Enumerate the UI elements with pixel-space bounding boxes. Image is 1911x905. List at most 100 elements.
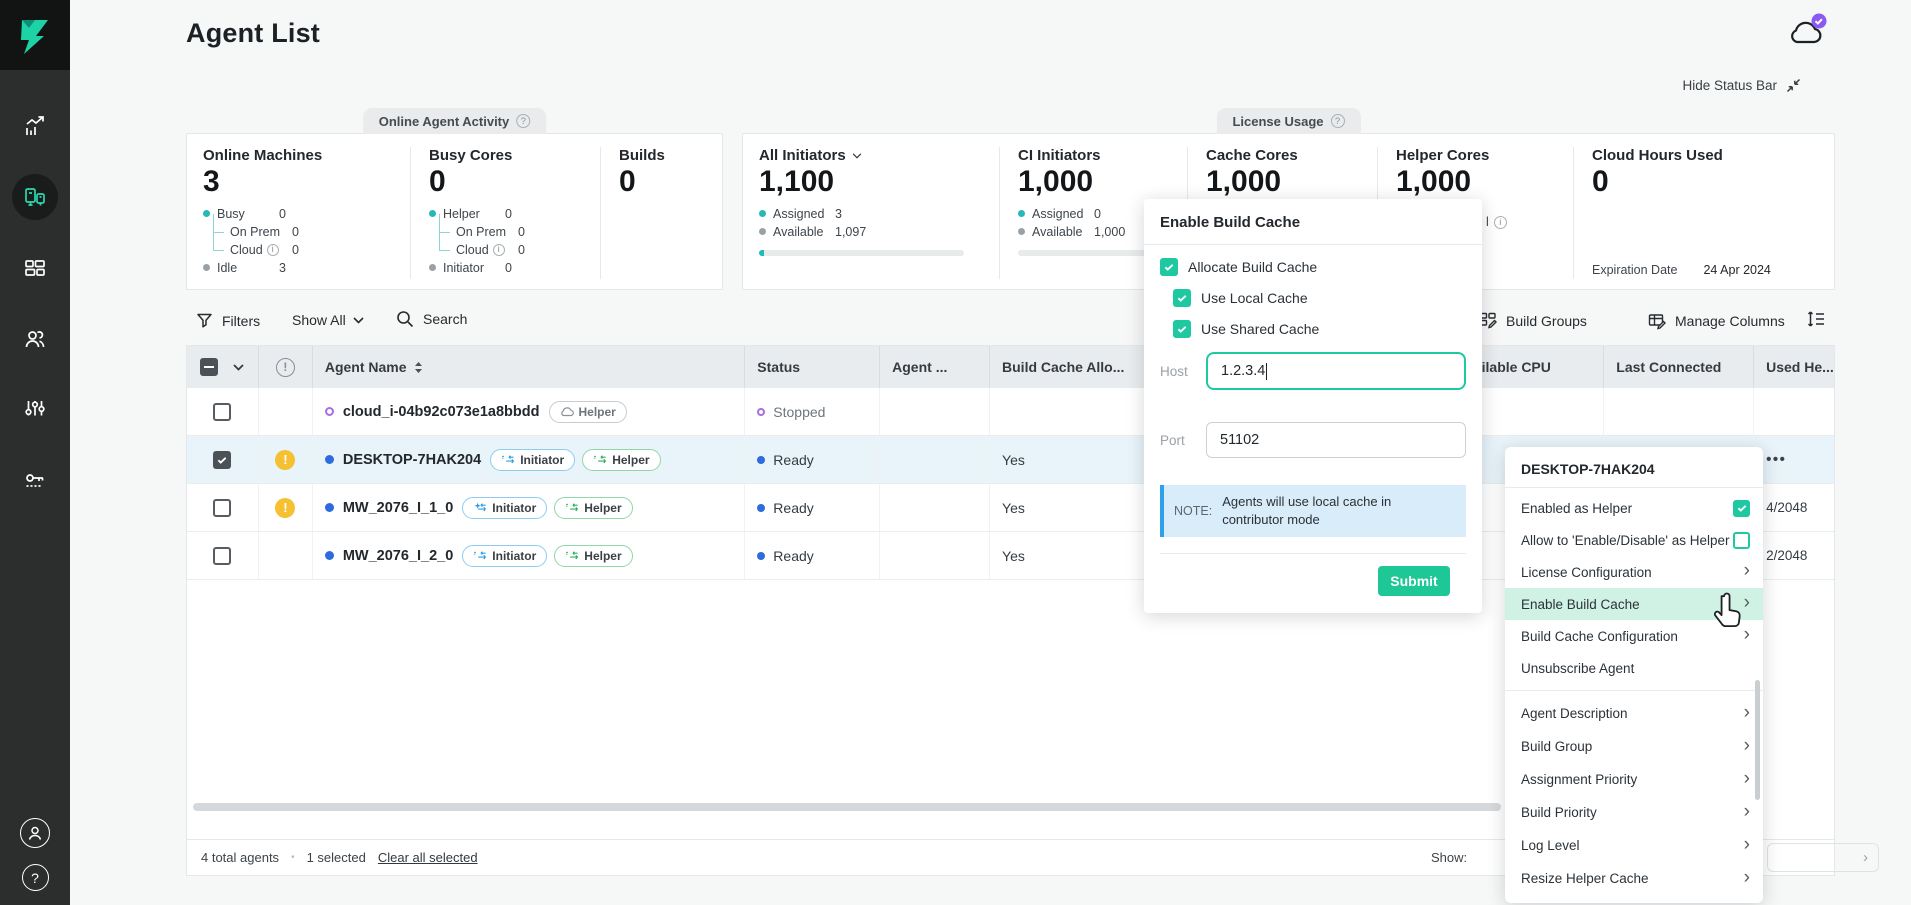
manage-columns-icon bbox=[1648, 312, 1666, 330]
menu-checkbox-checked[interactable] bbox=[1733, 500, 1750, 517]
agent-name-cell: DESKTOP-7HAK204InitiatorHelper bbox=[313, 436, 745, 483]
check-icon bbox=[1176, 292, 1188, 304]
manage-columns-button[interactable]: Manage Columns bbox=[1648, 312, 1785, 330]
legend-label: Assigned bbox=[1032, 207, 1094, 221]
metric-label-text: All Initiators bbox=[759, 147, 846, 164]
legend-dot-gray bbox=[203, 264, 210, 271]
chevron-down-icon bbox=[353, 317, 364, 324]
checkbox-use-local-cache[interactable] bbox=[1173, 289, 1191, 307]
menu-item-log-level[interactable]: Log Level› bbox=[1505, 829, 1763, 862]
note-text: Agents will use local cache in contribut… bbox=[1222, 493, 1434, 529]
metric-value: 0 bbox=[619, 165, 722, 200]
legend-row: On Prem0 bbox=[439, 223, 600, 241]
analytics-icon[interactable] bbox=[23, 114, 47, 138]
helper-cores-legend-fragment: l i bbox=[1486, 215, 1507, 229]
column-header-1: ! bbox=[259, 346, 313, 388]
row-actions-button[interactable]: ••• bbox=[1766, 451, 1786, 468]
clear-all-selected-link[interactable]: Clear all selected bbox=[378, 850, 478, 865]
host-input[interactable]: 1.2.3.4 bbox=[1206, 352, 1466, 390]
license-help-icon[interactable]: ? bbox=[1331, 114, 1345, 128]
row-checkbox[interactable] bbox=[213, 451, 231, 469]
row-checkbox[interactable] bbox=[213, 403, 231, 421]
builds-icon[interactable] bbox=[23, 256, 47, 280]
menu-item-resize-helper-cache[interactable]: Resize Helper Cache› bbox=[1505, 862, 1763, 895]
settings-sliders-icon[interactable] bbox=[23, 398, 47, 422]
metric-label: Busy Cores bbox=[429, 147, 600, 164]
checkbox-allocate-build-cache[interactable] bbox=[1160, 258, 1178, 276]
agent-type-cell bbox=[880, 484, 990, 531]
info-icon[interactable]: i bbox=[1494, 216, 1507, 229]
legend-row: Initiator0 bbox=[429, 259, 600, 277]
row-checkbox[interactable] bbox=[213, 499, 231, 517]
legend-label: Available bbox=[1032, 225, 1094, 239]
cloud-sync-icon[interactable] bbox=[1786, 13, 1828, 51]
avatar-icon[interactable] bbox=[20, 818, 50, 848]
row-checkbox[interactable] bbox=[213, 547, 231, 565]
users-icon[interactable] bbox=[23, 327, 47, 351]
chevron-right-icon: › bbox=[1744, 561, 1750, 580]
activity-help-icon[interactable]: ? bbox=[516, 114, 530, 128]
build-groups-button[interactable]: Build Groups bbox=[1479, 312, 1587, 330]
menu-item-build-priority[interactable]: Build Priority› bbox=[1505, 796, 1763, 829]
menu-item-label: Assignment Priority bbox=[1521, 772, 1637, 787]
agent-type-cell bbox=[880, 388, 990, 435]
horizontal-scrollbar[interactable] bbox=[193, 803, 1501, 811]
pagination-control[interactable]: › bbox=[1767, 843, 1879, 872]
select-all-checkbox[interactable] bbox=[200, 358, 218, 376]
agents-icon[interactable] bbox=[23, 185, 47, 209]
row-alert-cell: ! bbox=[259, 484, 313, 531]
badge-initiator: Initiator bbox=[462, 545, 547, 567]
menu-item-enabled-as-helper[interactable]: Enabled as Helper bbox=[1505, 492, 1763, 524]
hide-status-bar-label: Hide Status Bar bbox=[1682, 78, 1777, 93]
incredibuild-logo[interactable] bbox=[0, 0, 70, 70]
agent-state-dot-ready bbox=[325, 503, 334, 512]
license-key-icon[interactable] bbox=[23, 469, 47, 493]
row-checkbox-cell bbox=[187, 532, 259, 579]
show-label: Show: bbox=[1431, 850, 1467, 865]
filters-button[interactable]: Filters bbox=[196, 312, 260, 329]
search-button[interactable]: Search bbox=[396, 310, 467, 328]
last-connected-fragment: 2/2048 bbox=[1766, 548, 1807, 563]
metric-legend: Assigned3Available1,097 bbox=[759, 205, 999, 241]
column-header-agent-name[interactable]: Agent Name bbox=[313, 346, 745, 388]
warning-icon[interactable]: ! bbox=[275, 498, 295, 518]
legend-label: Available bbox=[773, 225, 835, 239]
menu-item-license-configuration[interactable]: License Configuration› bbox=[1505, 556, 1763, 588]
menu-checkbox-unchecked[interactable] bbox=[1733, 532, 1750, 549]
chevron-down-icon[interactable] bbox=[852, 153, 862, 159]
menu-item-agent-description[interactable]: Agent Description› bbox=[1505, 697, 1763, 730]
status-text: Ready bbox=[773, 548, 813, 564]
menu-item-allow-to-enable-disable-as-helper[interactable]: Allow to 'Enable/Disable' as Helper bbox=[1505, 524, 1763, 556]
checkbox-use-shared-cache[interactable] bbox=[1173, 320, 1191, 338]
row-height-button[interactable] bbox=[1806, 309, 1826, 329]
status-dot-ready bbox=[757, 456, 765, 464]
menu-item-assignment-priority[interactable]: Assignment Priority› bbox=[1505, 763, 1763, 796]
hide-status-bar-button[interactable]: Hide Status Bar bbox=[1630, 77, 1802, 94]
warning-icon[interactable]: ! bbox=[275, 450, 295, 470]
chevron-right-icon: › bbox=[1744, 835, 1750, 854]
info-icon[interactable]: i bbox=[267, 244, 279, 256]
port-input[interactable]: 51102 bbox=[1206, 422, 1466, 458]
menu-scrollbar[interactable] bbox=[1755, 680, 1760, 800]
swap-arrows-icon bbox=[473, 549, 487, 562]
port-field-row: Port 51102 bbox=[1160, 422, 1466, 458]
menu-item-unsubscribe-agent[interactable]: Unsubscribe Agent bbox=[1505, 652, 1763, 684]
menu-item-label: Allow to 'Enable/Disable' as Helper bbox=[1521, 533, 1730, 548]
show-all-dropdown[interactable]: Show All bbox=[292, 312, 364, 328]
menu-item-label: Enabled as Helper bbox=[1521, 501, 1632, 516]
metric-label-text: Busy Cores bbox=[429, 147, 512, 164]
menu-item-build-group[interactable]: Build Group› bbox=[1505, 730, 1763, 763]
next-page-chevron[interactable]: › bbox=[1863, 849, 1868, 866]
sort-icon[interactable] bbox=[414, 361, 423, 374]
select-menu-chevron-icon[interactable] bbox=[233, 364, 244, 371]
row-height-icon bbox=[1806, 309, 1826, 329]
legend-label: Idle bbox=[217, 261, 279, 275]
online-agent-activity-tab: Online Agent Activity ? bbox=[363, 108, 547, 134]
metric-legend: Helper0On Prem0Cloudi0Initiator0 bbox=[429, 205, 600, 277]
help-icon[interactable]: ? bbox=[22, 864, 49, 891]
row-alert-cell: ! bbox=[259, 436, 313, 483]
submit-button[interactable]: Submit bbox=[1378, 566, 1450, 596]
status-cell: Stopped bbox=[745, 388, 880, 435]
legend-label: Cloudi bbox=[456, 243, 518, 257]
info-icon[interactable]: i bbox=[493, 244, 505, 256]
